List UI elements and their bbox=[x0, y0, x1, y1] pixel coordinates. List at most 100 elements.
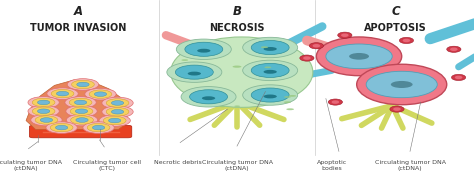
Circle shape bbox=[89, 90, 112, 98]
Circle shape bbox=[69, 98, 92, 107]
Ellipse shape bbox=[328, 99, 342, 105]
Circle shape bbox=[28, 105, 59, 117]
Circle shape bbox=[83, 122, 114, 133]
Ellipse shape bbox=[171, 37, 313, 107]
Ellipse shape bbox=[219, 106, 225, 107]
Circle shape bbox=[72, 80, 94, 89]
Ellipse shape bbox=[390, 106, 404, 112]
Ellipse shape bbox=[357, 64, 447, 105]
Ellipse shape bbox=[264, 47, 277, 51]
Circle shape bbox=[111, 109, 124, 114]
Ellipse shape bbox=[450, 48, 457, 51]
Circle shape bbox=[76, 118, 88, 122]
Circle shape bbox=[32, 98, 55, 107]
Ellipse shape bbox=[341, 33, 348, 37]
Circle shape bbox=[185, 42, 223, 56]
Text: Circulating tumor DNA
(ctDNA): Circulating tumor DNA (ctDNA) bbox=[201, 160, 273, 171]
Ellipse shape bbox=[261, 46, 268, 48]
Ellipse shape bbox=[451, 74, 465, 81]
Text: Circulating tumor DNA
(ctDNA): Circulating tumor DNA (ctDNA) bbox=[0, 160, 62, 171]
Ellipse shape bbox=[332, 100, 339, 104]
Circle shape bbox=[243, 60, 298, 81]
Circle shape bbox=[65, 97, 96, 108]
Circle shape bbox=[28, 97, 59, 108]
Ellipse shape bbox=[264, 67, 271, 68]
Circle shape bbox=[366, 71, 437, 98]
Circle shape bbox=[67, 79, 99, 90]
Text: B: B bbox=[233, 5, 241, 18]
Ellipse shape bbox=[316, 37, 402, 76]
Circle shape bbox=[102, 106, 133, 118]
Ellipse shape bbox=[455, 76, 462, 79]
Ellipse shape bbox=[233, 65, 241, 68]
Polygon shape bbox=[26, 80, 128, 129]
Circle shape bbox=[77, 82, 89, 87]
Ellipse shape bbox=[447, 46, 461, 52]
Circle shape bbox=[181, 87, 236, 107]
Circle shape bbox=[51, 89, 74, 98]
Circle shape bbox=[94, 92, 107, 96]
Ellipse shape bbox=[402, 39, 410, 42]
Ellipse shape bbox=[202, 96, 215, 100]
Ellipse shape bbox=[264, 95, 277, 98]
Ellipse shape bbox=[284, 101, 291, 103]
Ellipse shape bbox=[349, 53, 369, 60]
Circle shape bbox=[167, 62, 222, 82]
Circle shape bbox=[326, 44, 392, 69]
Ellipse shape bbox=[309, 43, 323, 49]
Circle shape bbox=[37, 109, 50, 114]
Ellipse shape bbox=[264, 70, 277, 74]
Text: C: C bbox=[392, 5, 400, 18]
Ellipse shape bbox=[286, 108, 294, 110]
Ellipse shape bbox=[289, 95, 296, 97]
Text: Circulating tumor DNA
(ctDNA): Circulating tumor DNA (ctDNA) bbox=[374, 160, 446, 171]
Circle shape bbox=[50, 123, 73, 132]
Circle shape bbox=[251, 63, 289, 77]
Circle shape bbox=[31, 114, 62, 126]
Circle shape bbox=[75, 109, 88, 114]
Text: Apoptotic
bodies: Apoptotic bodies bbox=[317, 160, 347, 171]
Circle shape bbox=[70, 107, 93, 115]
Text: NECROSIS: NECROSIS bbox=[209, 23, 265, 33]
Text: A: A bbox=[73, 5, 83, 18]
Circle shape bbox=[55, 125, 68, 130]
Circle shape bbox=[175, 65, 213, 79]
Circle shape bbox=[56, 91, 69, 96]
Circle shape bbox=[46, 122, 77, 133]
Circle shape bbox=[85, 88, 116, 100]
Circle shape bbox=[66, 105, 97, 117]
Circle shape bbox=[190, 90, 228, 104]
Circle shape bbox=[103, 116, 126, 125]
Ellipse shape bbox=[303, 56, 310, 60]
Text: Necrotic debris: Necrotic debris bbox=[154, 161, 201, 165]
Circle shape bbox=[102, 97, 133, 109]
Circle shape bbox=[176, 39, 231, 59]
Circle shape bbox=[106, 108, 129, 116]
Text: APOPTOSIS: APOPTOSIS bbox=[365, 23, 427, 33]
Ellipse shape bbox=[337, 32, 352, 38]
Circle shape bbox=[47, 88, 78, 99]
Text: TUMOR INVASION: TUMOR INVASION bbox=[30, 23, 127, 33]
Circle shape bbox=[40, 118, 53, 122]
Ellipse shape bbox=[182, 59, 188, 61]
Circle shape bbox=[251, 40, 289, 55]
Circle shape bbox=[66, 114, 98, 126]
Ellipse shape bbox=[234, 105, 240, 107]
Circle shape bbox=[92, 125, 105, 130]
Ellipse shape bbox=[393, 107, 401, 111]
Circle shape bbox=[251, 88, 289, 102]
Ellipse shape bbox=[197, 49, 210, 53]
Ellipse shape bbox=[313, 44, 320, 48]
Ellipse shape bbox=[391, 81, 412, 88]
Circle shape bbox=[243, 85, 298, 105]
Text: Circulating tumor cell
(CTC): Circulating tumor cell (CTC) bbox=[73, 160, 141, 171]
Circle shape bbox=[74, 100, 87, 105]
Circle shape bbox=[32, 107, 55, 115]
Ellipse shape bbox=[284, 96, 291, 98]
Circle shape bbox=[99, 115, 130, 126]
Circle shape bbox=[109, 118, 121, 123]
Circle shape bbox=[106, 99, 129, 107]
Circle shape bbox=[111, 101, 124, 105]
Circle shape bbox=[35, 116, 58, 124]
Circle shape bbox=[87, 123, 110, 132]
